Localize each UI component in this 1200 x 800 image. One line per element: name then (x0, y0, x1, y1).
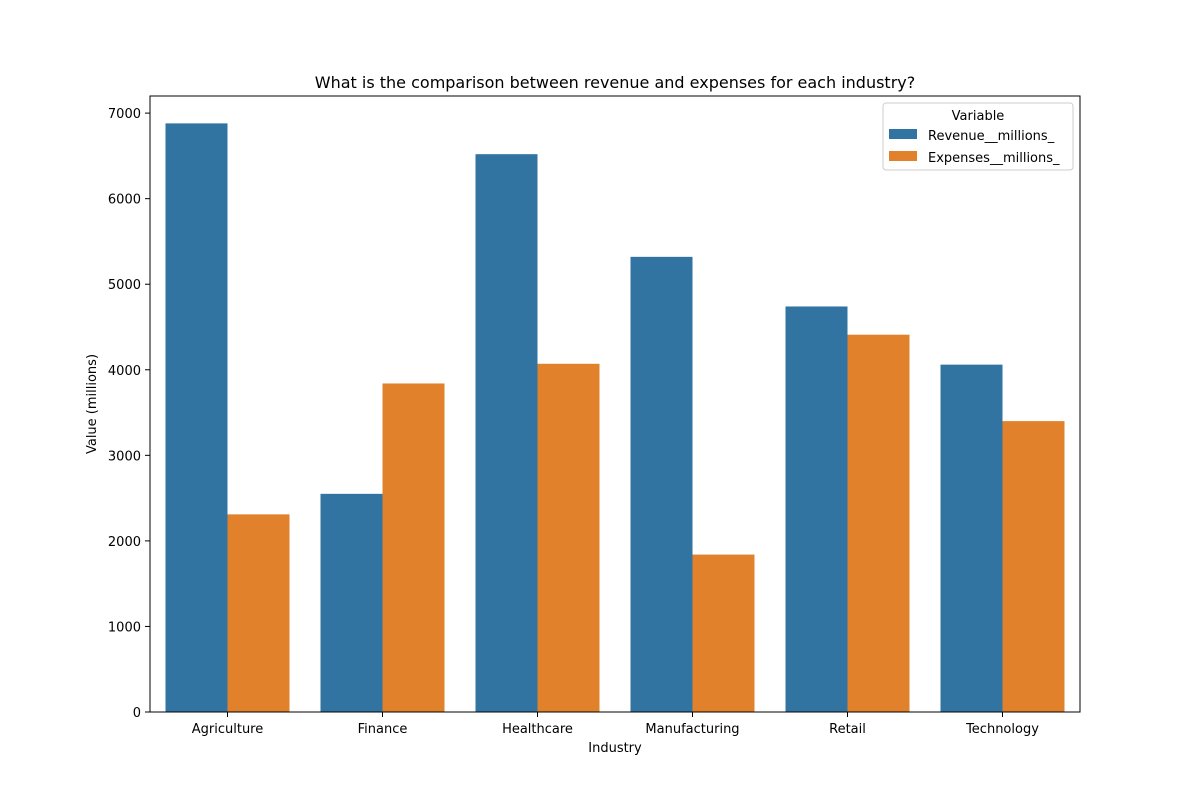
bar-revenue-finance (320, 493, 383, 712)
plot-frame (149, 95, 1081, 713)
x-tick-label: Technology (965, 722, 1039, 737)
y-axis-label: Value (millions) (85, 354, 100, 454)
y-tick-label: 3000 (108, 449, 141, 464)
y-tick-label: 6000 (108, 193, 141, 208)
y-tick-label: 2000 (108, 535, 141, 550)
bar-expenses-retail (847, 334, 910, 712)
y-tick-label: 7000 (108, 107, 141, 122)
bar-revenue-manufacturing (630, 256, 693, 712)
y-axis: 0 1000 2000 3000 4000 5000 6000 7000 (108, 107, 150, 721)
legend-label-revenue: Revenue__millions_ (928, 129, 1055, 144)
bar-revenue-healthcare (475, 154, 538, 712)
x-tick-label: Healthcare (502, 722, 573, 737)
legend-swatch-revenue (889, 129, 917, 139)
bar-revenue-retail (785, 306, 848, 712)
y-tick-label: 5000 (108, 278, 141, 293)
legend-label-expenses: Expenses__millions_ (928, 151, 1060, 166)
x-tick-label: Agriculture (192, 722, 264, 737)
bar-expenses-healthcare (537, 363, 600, 712)
x-tick-label: Finance (358, 722, 408, 737)
bar-expenses-agriculture (227, 514, 290, 712)
y-tick-label: 4000 (108, 364, 141, 379)
x-axis: Agriculture Finance Healthcare Manufacturin… (192, 712, 1039, 737)
legend-title: Variable (952, 109, 1005, 124)
y-tick-label: 0 (133, 706, 141, 721)
y-tick-label: 1000 (108, 620, 141, 635)
x-axis-label: Industry (588, 741, 642, 756)
bar-revenue-agriculture (165, 123, 228, 712)
chart-title: What is the comparison between revenue a… (315, 73, 915, 92)
x-tick-label: Retail (829, 722, 866, 737)
legend-box (882, 102, 1074, 171)
legend: Variable Revenue__millions_ Expenses__mi… (882, 102, 1074, 171)
x-tick-label: Manufacturing (645, 722, 739, 737)
bars-layer (165, 123, 1065, 712)
legend-swatch-expenses (889, 151, 917, 161)
bar-revenue-technology (940, 364, 1003, 712)
bar-expenses-manufacturing (692, 554, 755, 712)
bar-expenses-finance (382, 383, 445, 712)
bar-expenses-technology (1002, 421, 1065, 712)
